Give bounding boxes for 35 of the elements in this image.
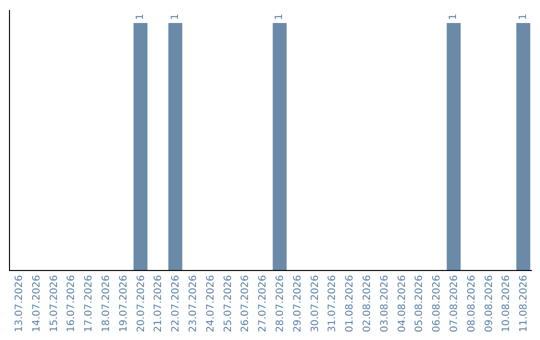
data-label: 1 — [274, 14, 286, 20]
x-tick-label: 17.07.2026 — [84, 275, 95, 332]
x-tick-label: 07.08.2026 — [448, 275, 460, 332]
x-tick-label: 11.08.2026 — [518, 275, 530, 332]
x-tick-label: 03.08.2026 — [379, 275, 390, 332]
x-tick-label: 10.08.2026 — [501, 275, 512, 332]
x-tick-label: 28.07.2026 — [274, 275, 286, 332]
x-tick-label: 02.08.2026 — [362, 275, 373, 332]
x-tick-label: 18.07.2026 — [100, 275, 112, 332]
x-tick-label: 26.07.2026 — [240, 275, 252, 332]
x-tick-label: 16.07.2026 — [66, 275, 78, 332]
x-tick-label: 21.07.2026 — [153, 275, 164, 332]
x-tick-label: 30.07.2026 — [310, 275, 321, 332]
data-label: 1 — [518, 14, 529, 20]
x-tick-label: 20.07.2026 — [136, 275, 147, 332]
x-tick-label: 08.08.2026 — [466, 275, 478, 332]
x-tick-label: 31.07.2026 — [327, 275, 338, 332]
x-tick-label: 19.07.2026 — [118, 275, 130, 332]
x-tick-label: 25.07.2026 — [222, 275, 234, 332]
x-tick-label: 15.07.2026 — [48, 275, 60, 332]
data-label: 1 — [135, 14, 146, 20]
x-tick-label: 27.07.2026 — [258, 275, 269, 332]
x-tick-label: 14.07.2026 — [31, 275, 42, 332]
x-tick-label: 01.08.2026 — [344, 275, 356, 332]
data-label: 1 — [448, 14, 460, 20]
x-tick-label: 24.07.2026 — [205, 275, 216, 332]
x-tick-label: 05.08.2026 — [414, 275, 426, 332]
x-tick-label: 04.08.2026 — [396, 275, 408, 332]
x-tick-label: 22.07.2026 — [170, 275, 182, 332]
x-tick-label: 23.07.2026 — [188, 275, 199, 332]
x-tick-label: 29.07.2026 — [292, 275, 304, 332]
x-tick-label: 06.08.2026 — [432, 275, 443, 332]
x-tick-label: 09.08.2026 — [484, 275, 495, 332]
data-label: 1 — [170, 14, 181, 20]
x-tick-label: 13.07.2026 — [14, 275, 25, 332]
